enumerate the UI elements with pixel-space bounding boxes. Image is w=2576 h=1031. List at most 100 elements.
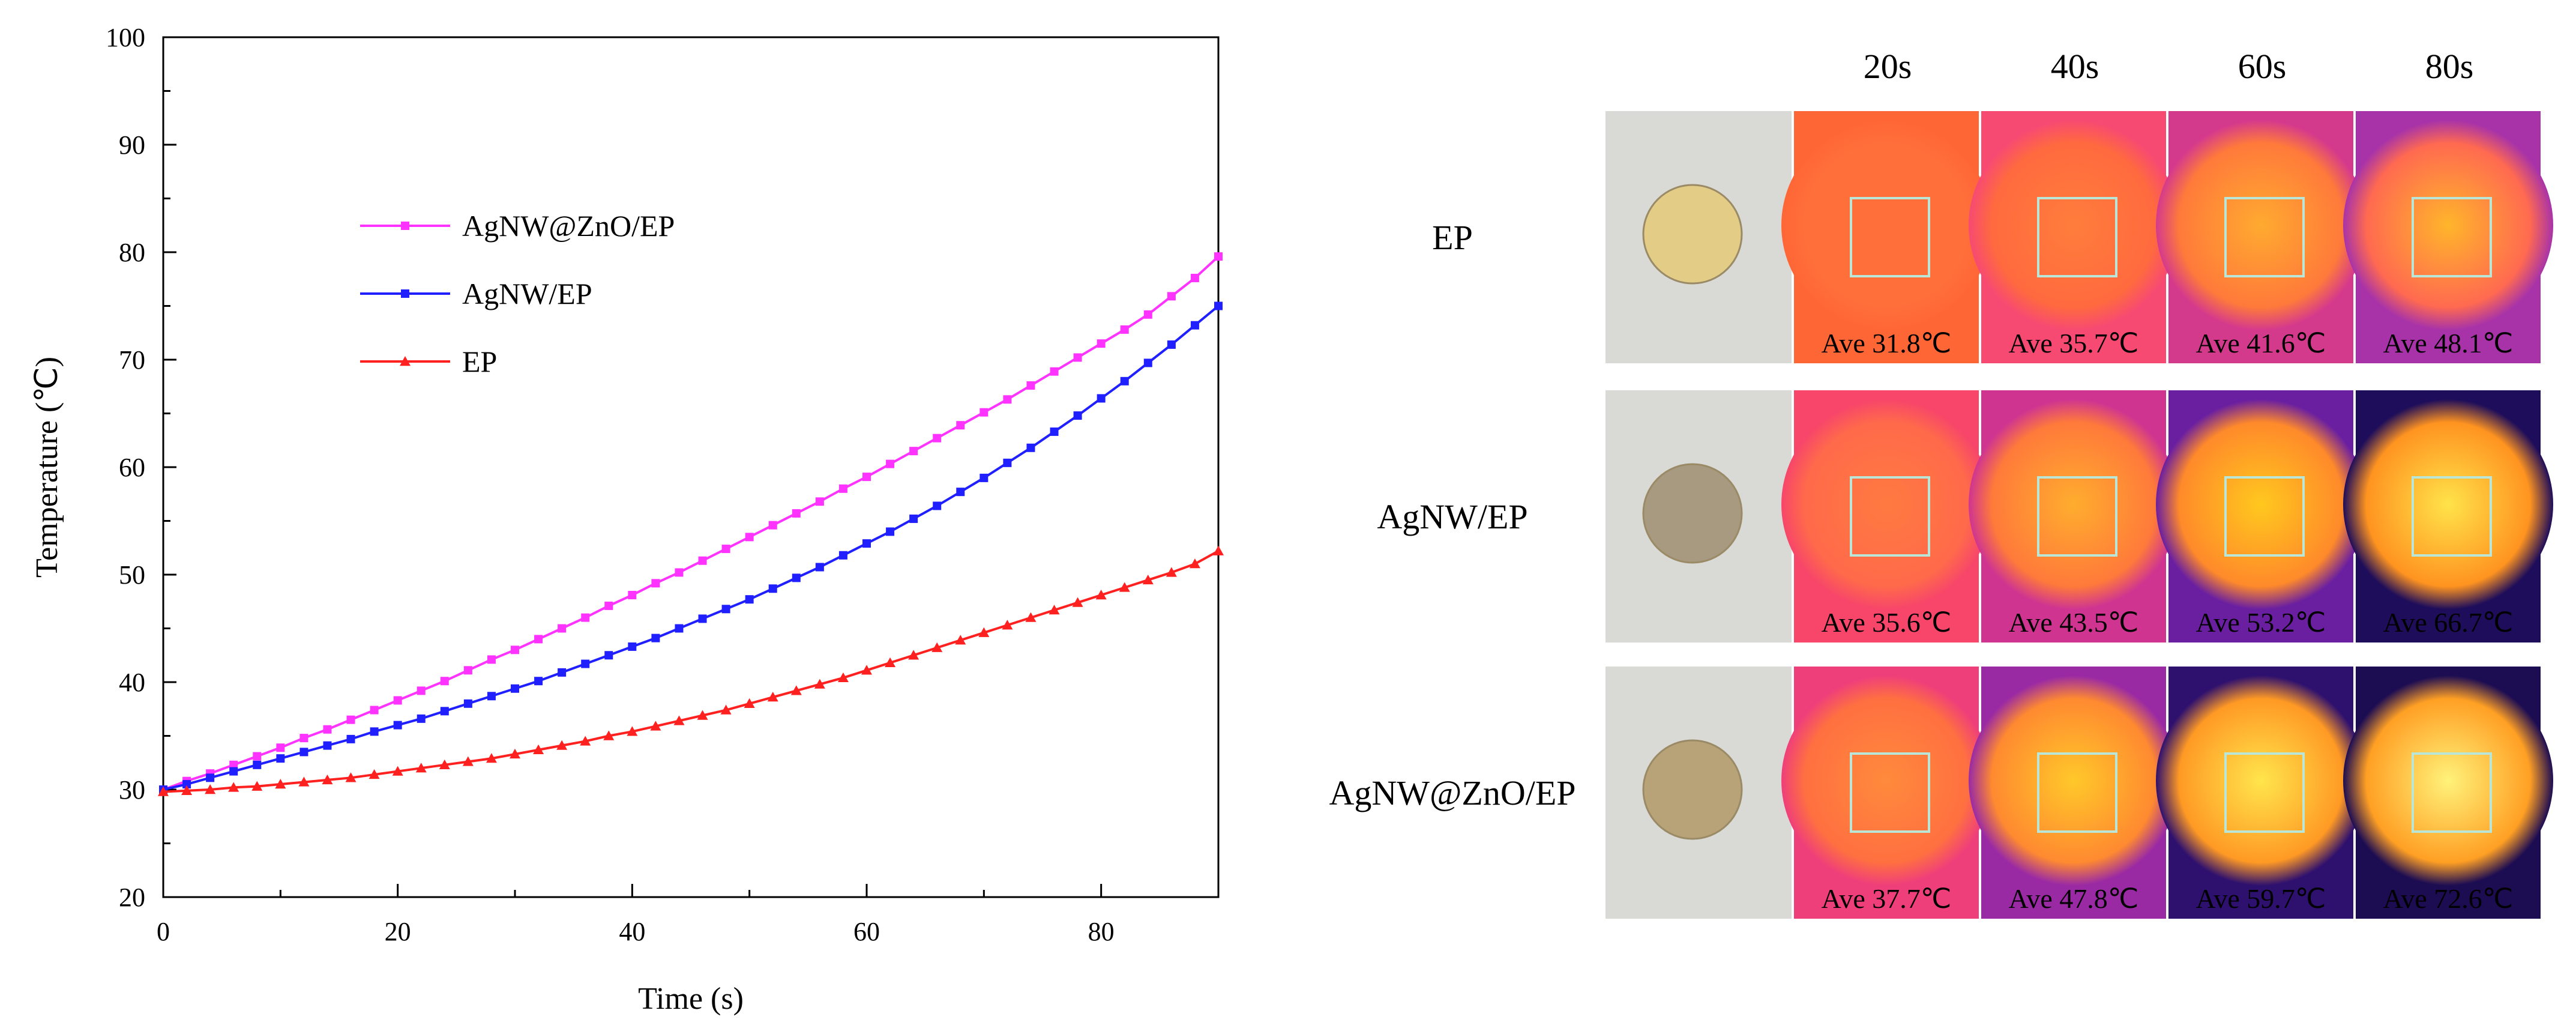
data-point [956, 488, 965, 497]
row-label: AgNW/EP [1377, 497, 1527, 536]
data-point [534, 635, 543, 644]
data-point [1120, 376, 1129, 385]
x-axis-title: Time (s) [638, 982, 744, 1016]
average-temperature-label: Ave 41.6℃ [2196, 328, 2326, 358]
data-point [1189, 558, 1200, 569]
data-point [275, 779, 286, 789]
data-point [370, 706, 379, 715]
y-tick-label: 90 [119, 130, 145, 160]
data-point [1050, 427, 1059, 436]
data-point [980, 408, 989, 417]
data-point [487, 655, 496, 664]
data-point [251, 781, 263, 791]
data-point [768, 521, 777, 530]
y-tick-label: 60 [119, 453, 145, 482]
data-point [861, 665, 872, 675]
data-point [1095, 590, 1107, 600]
sample-disc [1642, 739, 1743, 840]
data-point [1167, 292, 1176, 301]
measurement-box [2412, 752, 2492, 833]
measurement-box [1850, 476, 1930, 557]
data-point [909, 514, 918, 523]
x-tick-label: 40 [619, 917, 645, 946]
data-point [1214, 252, 1223, 261]
data-point [205, 784, 216, 794]
data-point [768, 584, 777, 593]
data-point [415, 763, 427, 773]
legend-swatch-marker [400, 356, 411, 366]
legend-label: EP [462, 345, 497, 378]
data-point [933, 434, 942, 443]
data-point [276, 743, 285, 752]
data-point [721, 605, 730, 614]
heated-sample-spot [2156, 676, 2366, 886]
legend-label: AgNW/EP [462, 277, 592, 310]
data-point [511, 646, 519, 655]
data-point [580, 736, 591, 746]
average-temperature-label: Ave 35.7℃ [2009, 328, 2139, 358]
data-point [253, 760, 262, 769]
data-point [1097, 394, 1106, 403]
data-point [533, 744, 544, 754]
data-point [838, 484, 847, 493]
average-temperature-label: Ave 31.8℃ [1822, 328, 1952, 358]
measurement-box [1850, 752, 1930, 833]
data-point [1213, 545, 1224, 555]
data-point [956, 421, 965, 430]
data-point [417, 686, 426, 695]
data-point [745, 595, 754, 604]
data-point [1097, 339, 1106, 348]
data-point [228, 782, 239, 792]
legend-label: AgNW@ZnO/EP [462, 209, 675, 243]
data-point [627, 726, 638, 736]
data-point [980, 473, 989, 482]
row-label: AgNW@ZnO/EP [1329, 773, 1575, 812]
legend-swatch-marker [401, 222, 409, 230]
data-point [767, 692, 778, 702]
data-point [978, 627, 990, 637]
data-point [462, 756, 474, 766]
data-point [651, 579, 660, 588]
data-point [581, 659, 590, 668]
average-temperature-label: Ave 66.7℃ [2383, 607, 2514, 638]
measurement-box [2037, 197, 2117, 277]
average-temperature-label: Ave 43.5℃ [2009, 607, 2139, 638]
data-point [1166, 567, 1177, 577]
data-point [1073, 353, 1082, 362]
average-temperature-label: Ave 53.2℃ [2196, 607, 2326, 638]
data-point [721, 545, 730, 554]
thermal-row: EP Ave 31.8℃ Ave 35.7℃ Ave 41.6℃ Ave 48.1℃ [1432, 111, 2553, 363]
time-label-80s: 80s [2425, 47, 2474, 86]
data-point [440, 707, 449, 716]
data-point [1119, 582, 1130, 592]
data-point [487, 692, 496, 701]
data-point [604, 601, 613, 610]
data-point [346, 734, 355, 743]
average-temperature-label: Ave 37.7℃ [1822, 883, 1952, 914]
heated-sample-spot [1969, 676, 2179, 886]
temperature-line-chart: 0 20 40 60 80 20 30 40 50 60 70 80 90 100 Time (s) Te… [30, 23, 1224, 1016]
measurement-box [2412, 197, 2492, 277]
data-point [815, 497, 824, 506]
data-point [1143, 310, 1152, 319]
data-point [370, 727, 379, 736]
thermal-image: Ave 47.8℃ [1969, 667, 2179, 919]
measurement-box [1850, 197, 1930, 277]
data-point [229, 760, 238, 769]
sample-disc [1642, 184, 1743, 285]
series-line [163, 549, 1219, 793]
data-point [298, 776, 310, 787]
legend: AgNW@ZnO/EP AgNW/EP EP [360, 209, 675, 378]
data-point [603, 730, 615, 740]
data-point [1026, 381, 1035, 390]
data-point [1049, 605, 1060, 615]
data-point [792, 509, 801, 518]
measurement-box [2412, 476, 2492, 557]
legend-item: AgNW@ZnO/EP [360, 209, 675, 243]
series-EP [158, 545, 1224, 796]
heated-sample-spot [2343, 120, 2553, 330]
data-point [392, 766, 403, 776]
data-point [673, 715, 685, 725]
thermal-image: Ave 66.7℃ [2343, 390, 2553, 642]
data-point [206, 773, 215, 782]
